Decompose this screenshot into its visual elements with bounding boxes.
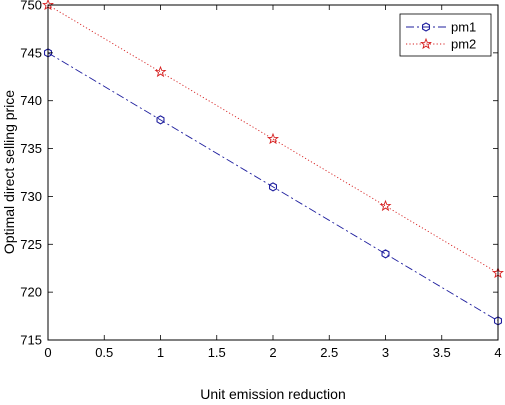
y-tick-label: 730 [20,189,42,204]
y-tick-label: 735 [20,141,42,156]
legend-marker-pm1 [421,22,431,32]
y-axis: 715 720 725 730 735 740 745 750 [20,0,498,348]
plot-area [48,5,498,340]
x-tick-label: 0 [44,345,51,360]
y-tick-label: 740 [20,93,42,108]
data-point-pm2 [379,199,392,212]
y-tick-label: 750 [20,0,42,13]
x-tick-label: 1.5 [208,345,226,360]
x-tick-label: 0.5 [95,345,113,360]
x-axis-label: Unit emission reduction [200,386,346,402]
series-line-pm2 [47,4,499,274]
y-tick-label: 725 [20,237,42,252]
x-tick-label: 3 [382,345,389,360]
legend-box [399,13,492,57]
data-point-pm1 [156,115,165,125]
legend-label-pm2: pm2 [451,37,476,52]
x-tick-label: 2.5 [320,345,338,360]
data-point-pm1 [268,182,278,192]
y-tick-label: 745 [20,45,42,60]
legend-label-pm1: pm1 [451,20,476,35]
x-tick-label: 4 [494,345,501,360]
data-point-pm2 [154,65,167,78]
x-tick-label: 1 [157,345,164,360]
y-axis-label: Optimal direct selling price [1,90,17,254]
x-tick-label: 3.5 [433,345,451,360]
x-tick-label: 2 [269,345,276,360]
y-tick-label: 715 [20,333,42,348]
y-tick-label: 720 [20,285,42,300]
x-axis: 0 0.5 1 1.5 2 2.5 3 3.5 4 [44,5,502,360]
legend-marker-pm2 [420,37,432,50]
data-point-pm2 [267,132,279,145]
data-point-pm1 [381,249,390,259]
series-line-pm1 [47,52,499,322]
